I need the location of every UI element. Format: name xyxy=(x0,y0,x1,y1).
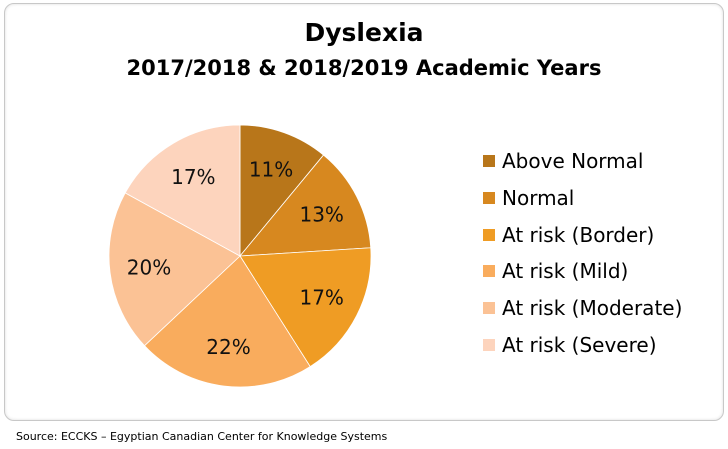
legend-label: Normal xyxy=(502,185,575,210)
data-label: 17% xyxy=(299,286,343,310)
legend-swatch xyxy=(483,191,495,204)
data-label: 13% xyxy=(299,202,343,226)
data-label: 20% xyxy=(127,255,171,279)
legend-label: At risk (Mild) xyxy=(502,259,629,284)
legend-item: At risk (Severe) xyxy=(483,333,657,357)
pie-slice xyxy=(239,247,372,368)
chart-title: Dyslexia xyxy=(304,18,424,47)
source-note: Source: ECCKS – Egyptian Canadian Center… xyxy=(16,430,388,443)
legend-label: At risk (Moderate) xyxy=(502,296,683,321)
chart-subtitle: 2017/2018 & 2018/2019 Academic Years xyxy=(126,56,602,80)
legend-label: Above Normal xyxy=(502,149,644,173)
data-label: 17% xyxy=(171,165,215,189)
legend-label: At risk (Severe) xyxy=(502,333,657,357)
legend-swatch xyxy=(483,228,495,241)
pie-slice xyxy=(239,124,325,258)
pie-slice xyxy=(124,124,241,257)
legend-item: Above Normal xyxy=(483,149,643,173)
legend-item: At risk (Mild) xyxy=(483,259,628,283)
legend-swatch xyxy=(483,155,495,167)
legend-item: At risk (Border) xyxy=(483,223,654,247)
legend-item: At risk (Moderate) xyxy=(483,296,682,320)
data-label: 22% xyxy=(206,335,250,359)
legend-swatch xyxy=(483,339,495,351)
legend-swatch xyxy=(483,265,495,278)
legend-label: At risk (Border) xyxy=(502,222,655,247)
legend-item: Normal xyxy=(483,186,574,210)
pie-slice xyxy=(239,154,372,257)
legend-swatch xyxy=(483,302,495,315)
data-label: 11% xyxy=(249,158,293,182)
pie-slice xyxy=(143,255,311,388)
pie-slice xyxy=(108,192,241,347)
